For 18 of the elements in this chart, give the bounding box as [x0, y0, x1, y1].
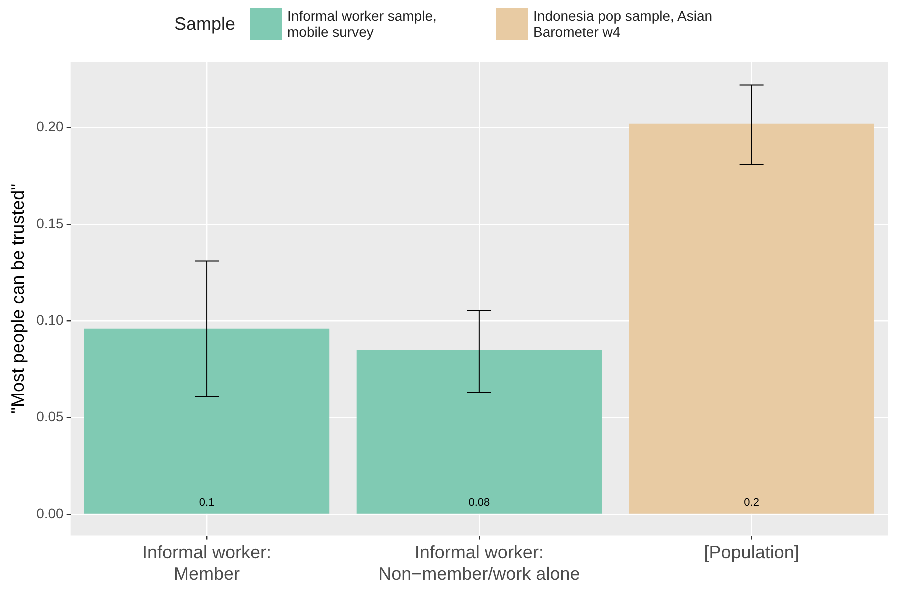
x-tick-label: Informal worker: Non−member/work alone: [378, 542, 580, 584]
y-tick-label: 0.10: [36, 312, 64, 328]
bar: [84, 328, 330, 514]
legend-title: Sample: [174, 14, 236, 34]
data-label: 0.1: [199, 497, 215, 510]
y-tick-label: 0.15: [36, 215, 64, 232]
y-tick-label: 0.20: [36, 118, 64, 135]
data-label: 0.2: [744, 497, 760, 510]
bar: [629, 124, 874, 514]
legend-label: Informal worker sample, mobile survey: [288, 8, 438, 40]
y-tick-label: 0.05: [36, 408, 64, 425]
legend-label: Indonesia pop sample, Asian Barometer w4: [534, 8, 714, 40]
bar: [356, 350, 602, 514]
y-axis-title: "Most people can be trusted": [8, 184, 28, 414]
x-tick-label: Informal worker: Member: [142, 542, 272, 584]
data-label: 0.08: [468, 497, 490, 510]
y-tick-label: 0.00: [36, 505, 64, 522]
x-tick-label: [Population]: [704, 542, 800, 563]
